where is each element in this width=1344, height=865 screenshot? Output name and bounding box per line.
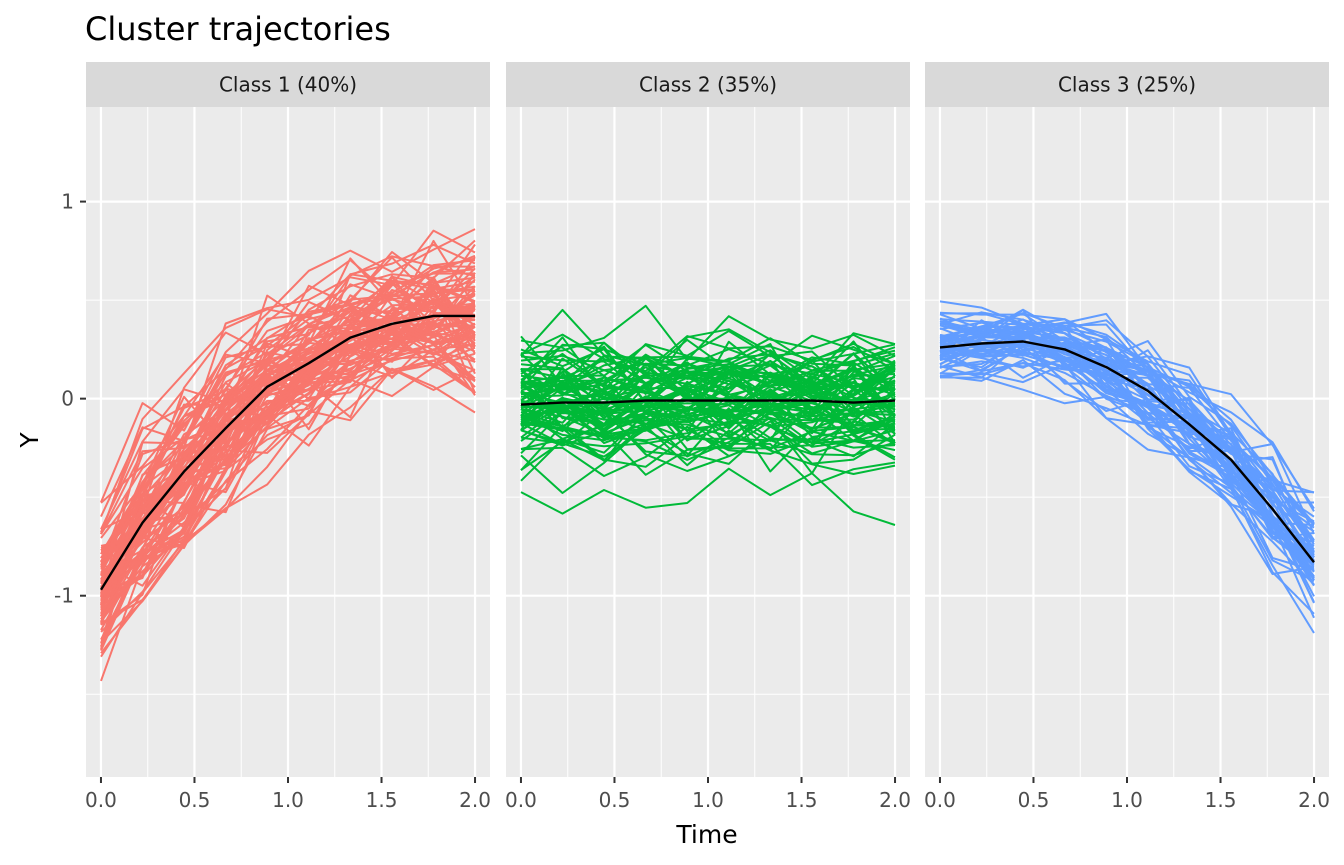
- trajectory-line: [520, 380, 896, 444]
- x-tick-label: 2.0: [459, 788, 491, 812]
- trajectory-line: [520, 467, 896, 526]
- facet-strip: [925, 62, 1329, 107]
- x-tick-label: 1.5: [366, 788, 398, 812]
- x-tick-label: 1.0: [272, 788, 304, 812]
- trajectory-line: [100, 299, 476, 553]
- trajectory-line: [100, 363, 476, 682]
- trajectory-line: [520, 364, 896, 437]
- trajectory-line: [520, 422, 896, 477]
- x-tick-label: 1.0: [1111, 788, 1143, 812]
- trajectory-line: [100, 318, 476, 618]
- trajectory-line: [100, 290, 476, 617]
- x-tick-label: 0.5: [599, 788, 631, 812]
- trajectory-line: [520, 304, 896, 361]
- trajectory-line: [939, 359, 1315, 586]
- trajectory-line: [939, 359, 1315, 568]
- trajectory-line: [520, 332, 896, 386]
- trajectory-line: [100, 255, 476, 530]
- trajectory-line: [100, 332, 476, 549]
- trajectory-line: [520, 328, 896, 395]
- x-tick-label: 1.0: [692, 788, 724, 812]
- trajectory-line: [939, 325, 1315, 558]
- trajectory-line: [939, 312, 1315, 546]
- trajectory-line: [100, 275, 476, 583]
- chart-title: Cluster trajectories: [85, 10, 391, 48]
- mean-trajectory-line: [99, 314, 475, 591]
- trajectory-line: [520, 354, 896, 421]
- trajectory-line: [100, 367, 476, 658]
- trajectory-line: [100, 335, 476, 624]
- trajectory-line: [939, 363, 1315, 575]
- trajectory-line: [100, 284, 476, 593]
- x-axis-title: Time: [675, 820, 737, 849]
- trajectory-line: [520, 420, 896, 482]
- mean-trajectory-line: [939, 340, 1315, 563]
- trajectory-line: [520, 412, 896, 450]
- facet-strip-label: Class 2 (35%): [639, 73, 777, 97]
- y-axis-title: Y: [15, 432, 44, 449]
- trajectory-line: [939, 308, 1315, 573]
- trajectory-line: [100, 298, 476, 596]
- x-tick-label: 1.5: [1205, 788, 1237, 812]
- x-tick-label: 1.5: [786, 788, 818, 812]
- trajectory-line: [100, 307, 476, 593]
- trajectory-line: [520, 343, 896, 404]
- trajectory-line: [100, 349, 476, 623]
- trajectory-line: [520, 375, 896, 413]
- trajectory-line: [520, 346, 896, 388]
- x-tick-label: 2.0: [1298, 788, 1330, 812]
- y-axis: -1 0 1: [54, 190, 86, 608]
- trajectory-line: [939, 326, 1315, 548]
- trajectory-line: [520, 381, 896, 431]
- trajectory-line: [100, 239, 476, 504]
- trajectory-line: [520, 412, 896, 455]
- trajectory-line: [100, 272, 476, 576]
- x-tick-label: 2.0: [879, 788, 911, 812]
- x-tick-label: 0.5: [179, 788, 211, 812]
- trajectory-line: [939, 365, 1315, 615]
- facet-panel: Class 2 (35%) 0.0 0.5 1.0 1.5 2.0: [505, 62, 911, 812]
- trajectory-line: [520, 380, 896, 451]
- x-tick-label: 0.5: [1018, 788, 1050, 812]
- y-tick-label: -1: [54, 584, 74, 608]
- trajectory-line: [520, 355, 896, 389]
- y-tick-label: 1: [61, 190, 74, 214]
- facet-strip: [506, 62, 910, 107]
- facet-strip-label: Class 1 (40%): [219, 73, 357, 97]
- trajectory-line: [520, 392, 896, 475]
- y-tick-label: 0: [61, 387, 74, 411]
- mean-trajectory-line: [520, 399, 896, 406]
- trajectory-line: [100, 331, 476, 615]
- facet-panel: Class 3 (25%) 0.0 0.5 1.0 1.5 2.0: [924, 62, 1330, 812]
- trajectory-line: [520, 416, 896, 461]
- facet-strip-label: Class 3 (25%): [1058, 73, 1196, 97]
- trajectory-line: [520, 338, 896, 403]
- x-tick-label: 0.0: [924, 788, 956, 812]
- x-tick-label: 0.0: [85, 788, 117, 812]
- facet-panel: Class 1 (40%) 0.0 0.5 1.0 1.5 2.0: [85, 62, 491, 812]
- trajectory-line: [100, 322, 476, 654]
- x-tick-label: 0.0: [505, 788, 537, 812]
- facet-strip: [86, 62, 490, 107]
- trajectory-line: [100, 243, 476, 535]
- trajectory-line: [939, 300, 1315, 510]
- trajectory-line: [520, 345, 896, 436]
- trajectory-line: [520, 380, 896, 426]
- trajectory-line: [939, 332, 1315, 543]
